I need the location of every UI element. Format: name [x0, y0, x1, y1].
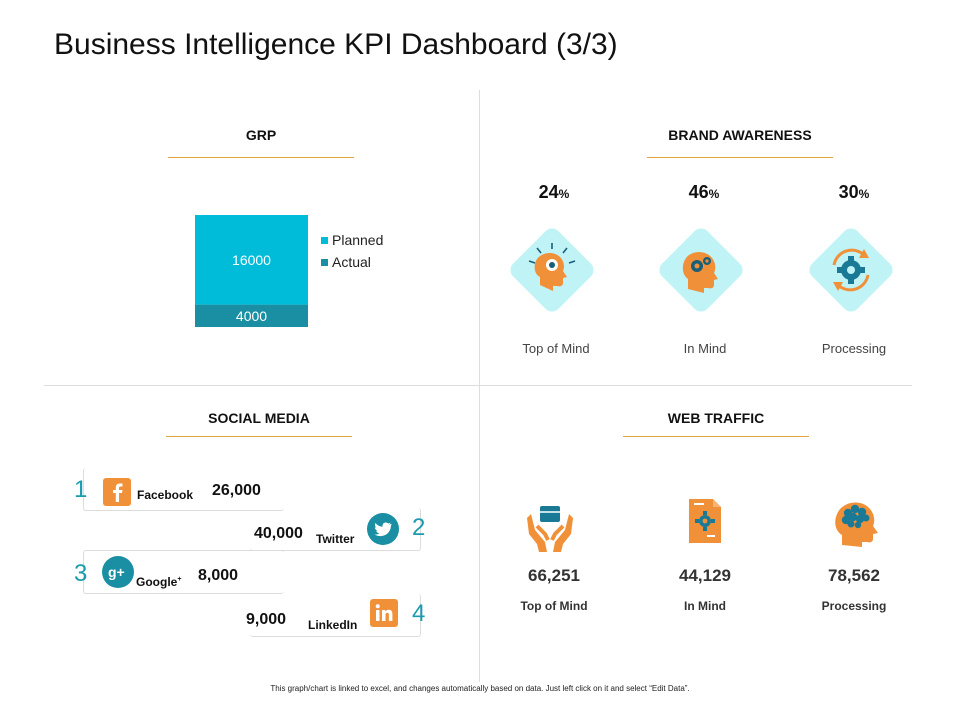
social-rank-1: 1	[74, 476, 88, 503]
footnote: This graph/chart is linked to excel, and…	[270, 684, 690, 693]
brand-top-of-mind-label: Top of Mind	[522, 341, 590, 356]
social-value-twitter: 40,000	[254, 525, 303, 542]
web-label-processing: Processing	[821, 599, 887, 613]
twitter-icon[interactable]	[367, 513, 399, 545]
brand-title-underline	[647, 157, 833, 158]
social-row-google	[83, 550, 284, 594]
head-brain-icon	[835, 502, 878, 547]
social-name-google: Google+	[136, 575, 182, 589]
hands-box-icon	[527, 506, 573, 552]
grp-data-label-actual: 4000	[236, 308, 267, 324]
social-name-linkedin: LinkedIn	[308, 618, 358, 632]
social-name-twitter: Twitter	[316, 532, 355, 546]
brand-in-mind-percent: 46%	[688, 182, 720, 202]
grp-legend-swatch-planned	[321, 237, 328, 244]
web-section-title: WEB TRAFFIC	[667, 410, 765, 426]
brand-in-mind-label: In Mind	[683, 341, 727, 356]
gear-cycle-icon	[832, 248, 870, 292]
social-row-facebook	[83, 468, 284, 511]
svg-text:g+: g+	[108, 564, 125, 580]
linkedin-icon[interactable]	[370, 599, 398, 627]
grp-bar-actual[interactable]	[195, 304, 308, 327]
brain-burst-icon	[528, 243, 576, 291]
facebook-icon[interactable]	[103, 478, 131, 506]
horizontal-divider	[44, 385, 912, 386]
brand-top-of-mind-percent: 24%	[538, 182, 570, 202]
google-plus-icon[interactable]: g+	[102, 556, 134, 588]
web-value-processing: 78,562	[828, 566, 880, 585]
social-row-linkedin	[250, 594, 421, 637]
brand-section-title: BRAND AWARENESS	[668, 127, 812, 143]
grp-data-label-planned: 16000	[232, 252, 271, 268]
web-value-in-mind: 44,129	[679, 566, 731, 585]
web-value-top-of-mind: 66,251	[528, 566, 580, 585]
web-label-top-of-mind: Top of Mind	[520, 599, 588, 613]
social-section-title: SOCIAL MEDIA	[208, 410, 310, 426]
document-gear-icon	[689, 499, 721, 543]
social-name-facebook: Facebook	[137, 488, 194, 502]
brand-processing-percent: 30%	[838, 182, 870, 202]
brand-processing-label: Processing	[821, 341, 887, 356]
social-row-twitter	[250, 508, 421, 551]
social-rank-3: 3	[74, 560, 88, 587]
page-title: Business Intelligence KPI Dashboard (3/3…	[54, 28, 618, 61]
grp-legend-label-planned: Planned	[332, 232, 383, 248]
grp-bar-planned[interactable]	[195, 215, 308, 305]
vertical-divider	[479, 90, 480, 682]
grp-legend-swatch-actual	[321, 259, 328, 266]
social-value-facebook: 26,000	[212, 482, 261, 499]
grp-section-title: GRP	[245, 127, 277, 143]
grp-title-underline	[168, 157, 354, 158]
web-label-in-mind: In Mind	[684, 599, 726, 613]
web-title-underline	[623, 436, 809, 437]
social-value-google: 8,000	[198, 567, 239, 584]
grp-chart[interactable]: 4000 16000 Planned Actual	[160, 200, 420, 340]
social-rank-4: 4	[412, 600, 426, 627]
head-gears-icon	[682, 252, 718, 293]
social-value-linkedin: 9,000	[246, 611, 287, 628]
grp-legend-label-actual: Actual	[332, 254, 371, 270]
social-title-underline	[166, 436, 352, 437]
social-rank-2: 2	[412, 514, 426, 541]
